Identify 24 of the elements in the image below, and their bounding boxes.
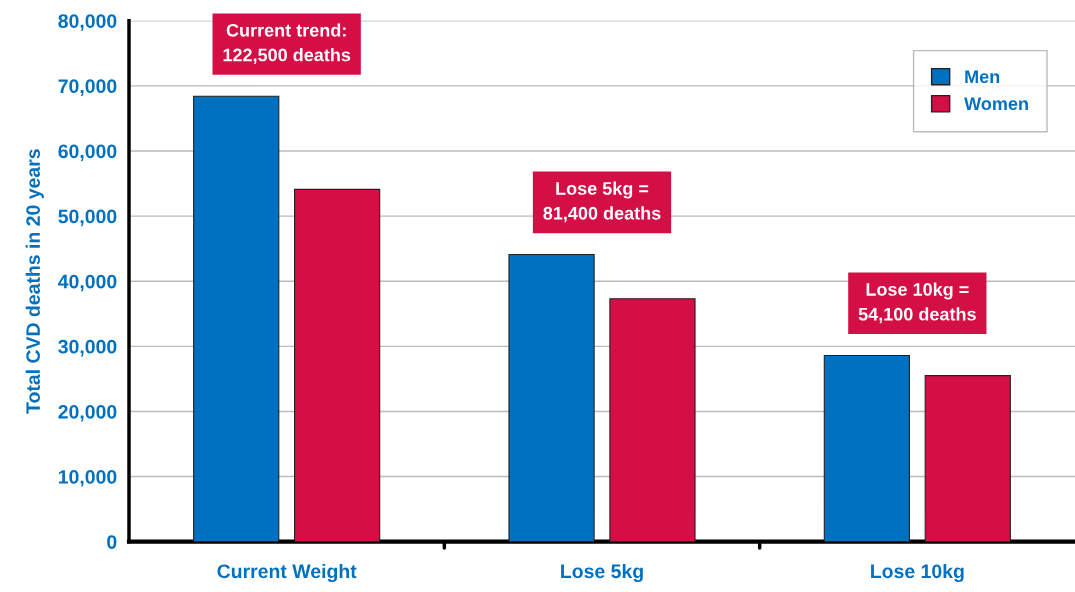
x-tick-label: Lose 10kg <box>871 563 964 583</box>
legend-label: Women <box>964 97 1028 111</box>
annotation: Lose 10kg = 54,100 deaths <box>858 282 976 324</box>
y-tick-label: 0 <box>107 535 117 549</box>
bar <box>193 95 280 542</box>
bar <box>508 253 595 542</box>
y-tick-label: 40,000 <box>58 274 117 292</box>
legend-label: Men <box>965 70 1000 84</box>
y-tick-label: 30,000 <box>58 339 117 357</box>
y-tick-label: 10,000 <box>58 470 117 487</box>
y-tick-label: 70,000 <box>58 79 117 96</box>
bar <box>609 298 696 542</box>
x-tick-label: Lose 5kg <box>561 563 643 583</box>
annotation: Current trend: 122,500 deaths <box>223 23 351 64</box>
bar <box>293 188 381 542</box>
annotation: Lose 5kg = 81,400 deaths <box>543 181 661 223</box>
y-axis-title: Total CVD deaths in 20 years <box>25 149 44 414</box>
y-tick-label: 80,000 <box>58 14 117 31</box>
bar <box>924 375 1011 542</box>
y-tick-label: 60,000 <box>58 144 117 162</box>
x-tick-label: Current Weight <box>217 563 357 583</box>
y-tick-label: 20,000 <box>58 404 117 422</box>
bar <box>823 354 911 542</box>
y-tick-label: 50,000 <box>58 209 117 227</box>
